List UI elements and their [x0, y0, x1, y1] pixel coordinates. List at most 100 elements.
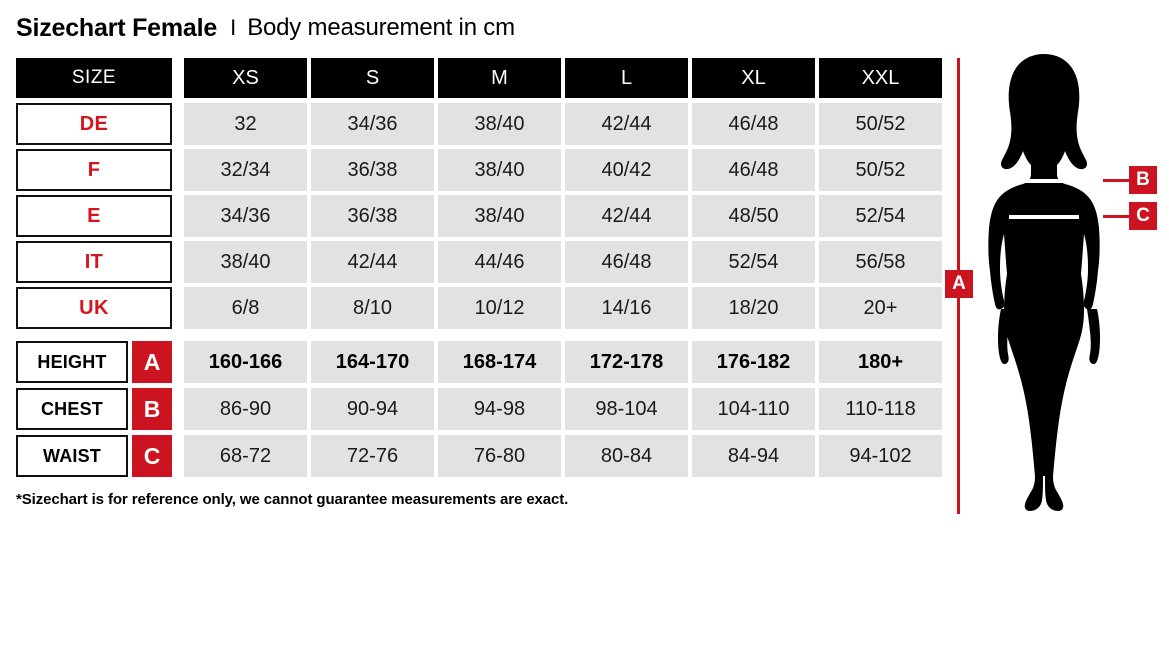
table-cell: 20+	[819, 287, 942, 329]
table-cell: 38/40	[438, 103, 561, 145]
measurement-label-height: HEIGHT	[16, 341, 128, 383]
column-gap	[172, 287, 180, 329]
measurement-label-group: WAIST C	[16, 435, 172, 477]
table-cell: 80-84	[565, 435, 688, 477]
table-cell: 168-174	[438, 341, 561, 383]
table-cell: XS	[184, 58, 307, 98]
table-cell: 38/40	[438, 195, 561, 237]
measurement-label-group: HEIGHT A	[16, 341, 172, 383]
table-cell: 14/16	[565, 287, 688, 329]
chest-marker: B	[1103, 166, 1157, 194]
height-marker-badge: A	[945, 270, 973, 298]
table-cell: XXL	[819, 58, 942, 98]
measurement-row: WAIST C 68-72 72-76 76-80 80-84 84-94 94-102	[16, 435, 942, 477]
table-cell: 172-178	[565, 341, 688, 383]
table-row: E 34/36 36/38 38/40 42/44 48/50 52/54	[16, 195, 942, 237]
title-separator: I	[230, 15, 237, 40]
female-silhouette-icon	[988, 54, 1100, 511]
page-title-subtitle: Body measurement in cm	[247, 14, 515, 41]
table-cell: M	[438, 58, 561, 98]
country-label-it: IT	[16, 241, 172, 283]
table-cell: 50/52	[819, 103, 942, 145]
table-cell: 18/20	[692, 287, 815, 329]
section-divider	[16, 333, 942, 341]
measurement-badge-b: B	[132, 388, 172, 430]
table-row: F 32/34 36/38 38/40 40/42 46/48 50/52	[16, 149, 942, 191]
table-cell: 38/40	[184, 241, 307, 283]
column-gap	[172, 435, 180, 477]
chest-leader-line	[1103, 178, 1129, 182]
table-cell: 176-182	[692, 341, 815, 383]
table-cell: 6/8	[184, 287, 307, 329]
table-row: UK 6/8 8/10 10/12 14/16 18/20 20+	[16, 287, 942, 329]
table-cell: L	[565, 58, 688, 98]
table-cell: 52/54	[692, 241, 815, 283]
table-cell: 44/46	[438, 241, 561, 283]
country-label-de: DE	[16, 103, 172, 145]
column-gap	[172, 388, 180, 430]
measurement-row: HEIGHT A 160-166 164-170 168-174 172-178 176-1…	[16, 341, 942, 383]
chest-marker-badge: B	[1129, 166, 1157, 194]
table-cell: 56/58	[819, 241, 942, 283]
column-gap	[172, 341, 180, 383]
table-cell: 42/44	[565, 103, 688, 145]
table-cell: 34/36	[184, 195, 307, 237]
table-header-row: SIZE XS S M L XL XXL	[16, 58, 942, 98]
header-label-size: SIZE	[16, 58, 172, 98]
table-cell: 94-98	[438, 388, 561, 430]
column-gap	[172, 149, 180, 191]
column-gap	[172, 195, 180, 237]
table-row: IT 38/40 42/44 44/46 46/48 52/54 56/58	[16, 241, 942, 283]
table-row: DE 32 34/36 38/40 42/44 46/48 50/52	[16, 103, 942, 145]
measurement-label-group: CHEST B	[16, 388, 172, 430]
table-cell: 72-76	[311, 435, 434, 477]
table-cell: 68-72	[184, 435, 307, 477]
table-cell: 76-80	[438, 435, 561, 477]
table-cell: 32/34	[184, 149, 307, 191]
column-gap	[172, 58, 180, 98]
waist-marker-badge: C	[1129, 202, 1157, 230]
table-cell: 52/54	[819, 195, 942, 237]
measurement-badge-a: A	[132, 341, 172, 383]
table-cell: S	[311, 58, 434, 98]
table-cell: 36/38	[311, 195, 434, 237]
table-cell: 36/38	[311, 149, 434, 191]
page-title: Sizechart Female I Body measurement in c…	[16, 12, 515, 44]
table-cell: 42/44	[311, 241, 434, 283]
table-cell: 48/50	[692, 195, 815, 237]
table-cell: 180+	[819, 341, 942, 383]
table-cell: 40/42	[565, 149, 688, 191]
table-cell: 104-110	[692, 388, 815, 430]
table-cell: 38/40	[438, 149, 561, 191]
table-cell: 98-104	[565, 388, 688, 430]
table-cell: 110-118	[819, 388, 942, 430]
country-label-f: F	[16, 149, 172, 191]
country-label-uk: UK	[16, 287, 172, 329]
table-cell: 84-94	[692, 435, 815, 477]
table-cell: 94-102	[819, 435, 942, 477]
sizechart-table: SIZE XS S M L XL XXL DE 32 34/36 38/40 42/44 46/48 50…	[16, 58, 942, 482]
table-cell: 42/44	[565, 195, 688, 237]
waist-marker: C	[1103, 202, 1157, 230]
table-cell: 46/48	[565, 241, 688, 283]
measurement-badge-c: C	[132, 435, 172, 477]
page-title-main: Sizechart Female	[16, 13, 218, 42]
table-cell: 34/36	[311, 103, 434, 145]
table-cell: 50/52	[819, 149, 942, 191]
table-cell: 86-90	[184, 388, 307, 430]
table-cell: 8/10	[311, 287, 434, 329]
table-cell: 32	[184, 103, 307, 145]
table-cell: 10/12	[438, 287, 561, 329]
country-label-e: E	[16, 195, 172, 237]
table-cell: 90-94	[311, 388, 434, 430]
table-cell: 160-166	[184, 341, 307, 383]
column-gap	[172, 103, 180, 145]
waist-leader-line	[1103, 214, 1129, 218]
table-cell: 46/48	[692, 149, 815, 191]
measurement-label-chest: CHEST	[16, 388, 128, 430]
footnote-disclaimer: *Sizechart is for reference only, we can…	[16, 491, 569, 508]
table-cell: 164-170	[311, 341, 434, 383]
table-cell: XL	[692, 58, 815, 98]
column-gap	[172, 241, 180, 283]
body-measurement-figure: A B C	[945, 52, 1169, 522]
